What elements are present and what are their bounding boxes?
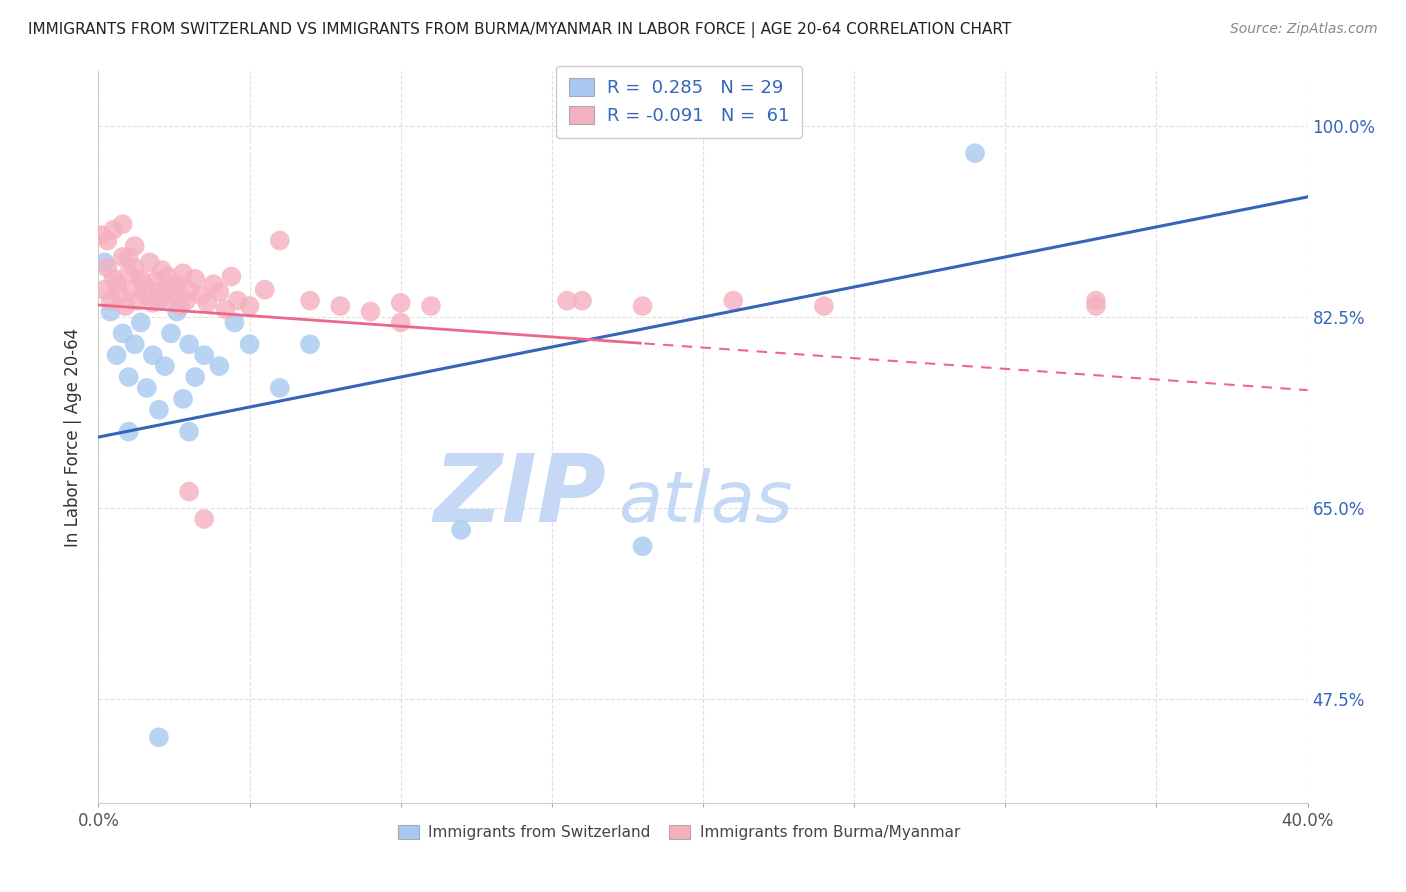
Point bbox=[111, 326, 134, 341]
Point bbox=[253, 283, 276, 297]
Point bbox=[118, 370, 141, 384]
Point bbox=[214, 302, 236, 317]
Point bbox=[124, 239, 146, 253]
Point bbox=[179, 283, 201, 297]
Point bbox=[631, 539, 654, 553]
Point bbox=[160, 326, 183, 341]
Point bbox=[139, 255, 162, 269]
Point bbox=[150, 263, 173, 277]
Point bbox=[153, 359, 176, 373]
Point bbox=[389, 295, 412, 310]
Point bbox=[226, 293, 249, 308]
Point bbox=[172, 392, 194, 406]
Point bbox=[108, 288, 131, 302]
Point bbox=[96, 234, 118, 248]
Point bbox=[121, 283, 143, 297]
Point bbox=[169, 299, 191, 313]
Point bbox=[100, 304, 122, 318]
Point bbox=[965, 146, 987, 161]
Point bbox=[96, 260, 118, 275]
Point bbox=[103, 272, 125, 286]
Point bbox=[135, 381, 157, 395]
Point bbox=[723, 293, 745, 308]
Point bbox=[90, 228, 112, 243]
Point bbox=[450, 523, 472, 537]
Point bbox=[148, 293, 170, 308]
Point bbox=[202, 277, 225, 292]
Point bbox=[148, 402, 170, 417]
Point bbox=[166, 277, 188, 292]
Point bbox=[160, 280, 183, 294]
Point bbox=[571, 293, 593, 308]
Text: IMMIGRANTS FROM SWITZERLAND VS IMMIGRANTS FROM BURMA/MYANMAR IN LABOR FORCE | AG: IMMIGRANTS FROM SWITZERLAND VS IMMIGRANT… bbox=[28, 22, 1011, 38]
Point bbox=[193, 512, 215, 526]
Point bbox=[269, 381, 291, 395]
Y-axis label: In Labor Force | Age 20-64: In Labor Force | Age 20-64 bbox=[65, 327, 83, 547]
Point bbox=[208, 359, 231, 373]
Point bbox=[190, 288, 212, 302]
Point bbox=[555, 293, 578, 308]
Point bbox=[195, 295, 218, 310]
Point bbox=[148, 731, 170, 745]
Point bbox=[105, 277, 128, 292]
Point bbox=[118, 266, 141, 280]
Point bbox=[239, 337, 262, 351]
Point bbox=[179, 484, 201, 499]
Point bbox=[111, 250, 134, 264]
Point bbox=[156, 269, 179, 284]
Point bbox=[184, 370, 207, 384]
Point bbox=[118, 425, 141, 439]
Point bbox=[145, 274, 167, 288]
Point bbox=[172, 266, 194, 280]
Text: Source: ZipAtlas.com: Source: ZipAtlas.com bbox=[1230, 22, 1378, 37]
Point bbox=[132, 277, 155, 292]
Point bbox=[174, 293, 197, 308]
Point bbox=[129, 272, 152, 286]
Point bbox=[118, 250, 141, 264]
Legend: Immigrants from Switzerland, Immigrants from Burma/Myanmar: Immigrants from Switzerland, Immigrants … bbox=[392, 819, 966, 847]
Point bbox=[631, 299, 654, 313]
Point bbox=[93, 255, 115, 269]
Point bbox=[389, 315, 412, 329]
Point bbox=[329, 299, 352, 313]
Point bbox=[148, 285, 170, 299]
Point bbox=[100, 293, 122, 308]
Point bbox=[179, 425, 201, 439]
Point bbox=[103, 222, 125, 236]
Point bbox=[166, 304, 188, 318]
Point bbox=[224, 315, 246, 329]
Point bbox=[179, 337, 201, 351]
Point bbox=[299, 293, 322, 308]
Point bbox=[111, 217, 134, 231]
Point bbox=[163, 288, 186, 302]
Point bbox=[239, 299, 262, 313]
Point bbox=[269, 234, 291, 248]
Point bbox=[813, 299, 835, 313]
Point bbox=[124, 337, 146, 351]
Point bbox=[184, 272, 207, 286]
Text: atlas: atlas bbox=[619, 468, 793, 537]
Point bbox=[208, 285, 231, 299]
Point bbox=[105, 348, 128, 362]
Point bbox=[1085, 299, 1108, 313]
Point bbox=[1085, 293, 1108, 308]
Point bbox=[93, 283, 115, 297]
Point bbox=[114, 299, 136, 313]
Point bbox=[142, 295, 165, 310]
Point bbox=[221, 269, 243, 284]
Point bbox=[420, 299, 443, 313]
Point bbox=[193, 348, 215, 362]
Point bbox=[129, 315, 152, 329]
Point bbox=[299, 337, 322, 351]
Point bbox=[153, 292, 176, 306]
Point bbox=[142, 348, 165, 362]
Point bbox=[360, 304, 382, 318]
Point bbox=[124, 260, 146, 275]
Point bbox=[127, 293, 149, 308]
Point bbox=[135, 288, 157, 302]
Text: ZIP: ZIP bbox=[433, 450, 606, 541]
